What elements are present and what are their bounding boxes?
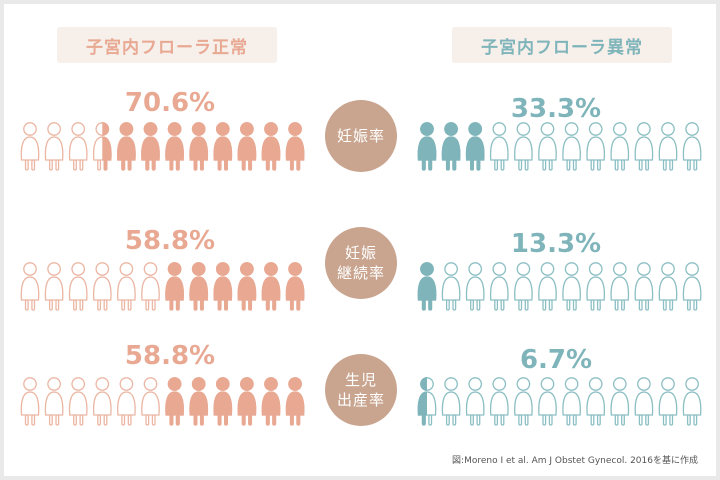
normal-pct-row-1: 70.6%	[124, 88, 216, 118]
header-normal: 子宮内フローラ正常	[57, 27, 277, 63]
abnormal-person-r1-12	[682, 122, 702, 171]
normal-person-r3-5	[117, 377, 136, 426]
abnormal-pct-row-1: 33.3%	[510, 94, 602, 124]
abnormal-person-r3-7	[562, 377, 581, 426]
normal-person-r1-5	[117, 122, 136, 171]
abnormal-person-r2-10	[634, 262, 654, 311]
abnormal-person-r2-12	[682, 262, 702, 311]
normal-person-r1-2	[44, 122, 64, 171]
abnormal-person-r1-4	[489, 122, 509, 171]
normal-person-r2-3	[68, 262, 88, 311]
abnormal-person-r2-7	[562, 262, 581, 311]
normal-person-r2-9	[213, 262, 233, 311]
normal-person-r3-8	[189, 377, 209, 426]
normal-person-r2-1	[20, 262, 40, 311]
metric-row-3: 生児 出産率	[325, 354, 397, 426]
abnormal-person-r2-8	[586, 262, 606, 311]
normal-person-r2-2	[44, 262, 64, 311]
abnormal-person-r1-2	[441, 122, 461, 171]
normal-person-r3-3	[68, 377, 88, 426]
normal-person-r1-6	[141, 122, 160, 171]
abnormal-person-r3-8	[586, 377, 606, 426]
abnormal-person-r1-9	[610, 122, 630, 171]
normal-person-r1-7	[165, 122, 184, 171]
normal-person-r1-9	[213, 122, 233, 171]
normal-person-r2-10	[237, 262, 257, 311]
abnormal-person-r3-10	[634, 377, 654, 426]
normal-person-r3-7	[165, 377, 184, 426]
normal-pct-row-3: 58.8%	[124, 341, 216, 371]
abnormal-person-r3-4	[489, 377, 509, 426]
abnormal-person-r1-1	[417, 122, 437, 171]
normal-person-r2-12	[285, 262, 305, 311]
normal-person-r3-11	[261, 377, 281, 426]
abnormal-person-r2-9	[610, 262, 630, 311]
abnormal-pct-row-3: 6.7%	[519, 345, 593, 375]
abnormal-person-r3-5	[514, 377, 533, 426]
abnormal-person-r1-8	[586, 122, 606, 171]
abnormal-person-r3-2	[441, 377, 461, 426]
normal-person-r1-1	[20, 122, 40, 171]
normal-person-fill-r1-4	[102, 122, 112, 171]
normal-person-r1-11	[261, 122, 281, 171]
normal-person-r3-2	[44, 377, 64, 426]
normal-person-r2-6	[141, 262, 160, 311]
abnormal-person-r1-3	[465, 122, 485, 171]
abnormal-person-r3-6	[538, 377, 557, 426]
abnormal-person-r1-10	[634, 122, 654, 171]
abnormal-pct-row-2: 13.3%	[510, 229, 602, 259]
normal-person-r2-11	[261, 262, 281, 311]
header-abnormal: 子宮内フローラ異常	[452, 27, 672, 63]
abnormal-person-r3-9	[610, 377, 630, 426]
abnormal-person-r2-5	[514, 262, 533, 311]
normal-person-r2-7	[165, 262, 184, 311]
metric-row-2: 妊娠 継続率	[325, 227, 397, 299]
abnormal-person-r2-6	[538, 262, 557, 311]
abnormal-person-r3-12	[682, 377, 702, 426]
abnormal-person-r2-3	[465, 262, 485, 311]
abnormal-person-r2-4	[489, 262, 509, 311]
source-citation: 図:Moreno I et al. Am J Obstet Gynecol. 2…	[452, 456, 698, 466]
abnormal-person-r3-1	[417, 377, 437, 426]
normal-person-r2-5	[117, 262, 136, 311]
normal-person-r3-12	[285, 377, 305, 426]
abnormal-person-r3-11	[658, 377, 678, 426]
abnormal-person-r1-11	[658, 122, 678, 171]
normal-person-r3-1	[20, 377, 40, 426]
metric-row-1: 妊娠率	[325, 100, 397, 172]
normal-person-r3-4	[92, 377, 112, 426]
normal-person-r2-4	[92, 262, 112, 311]
normal-person-r1-8	[189, 122, 209, 171]
abnormal-person-r1-5	[514, 122, 533, 171]
normal-person-r1-12	[285, 122, 305, 171]
normal-person-r3-6	[141, 377, 160, 426]
abnormal-person-r2-2	[441, 262, 461, 311]
abnormal-person-r2-1	[417, 262, 437, 311]
normal-person-r1-10	[237, 122, 257, 171]
abnormal-person-r1-7	[562, 122, 581, 171]
abnormal-person-r2-11	[658, 262, 678, 311]
normal-person-r3-9	[213, 377, 233, 426]
abnormal-person-r3-3	[465, 377, 485, 426]
normal-pct-row-2: 58.8%	[124, 226, 216, 256]
normal-person-r3-10	[237, 377, 257, 426]
normal-person-r1-3	[68, 122, 88, 171]
normal-person-r2-8	[189, 262, 209, 311]
abnormal-person-r1-6	[538, 122, 557, 171]
